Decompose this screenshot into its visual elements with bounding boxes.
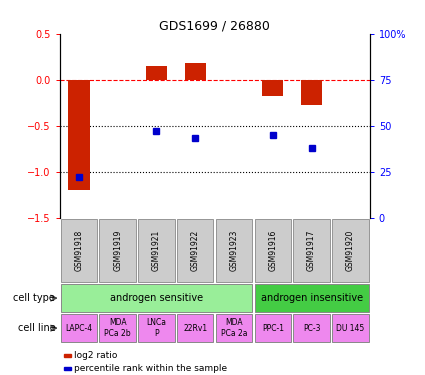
FancyBboxPatch shape: [61, 219, 97, 282]
Text: PPC-1: PPC-1: [262, 324, 284, 333]
FancyBboxPatch shape: [177, 219, 213, 282]
FancyBboxPatch shape: [332, 219, 368, 282]
FancyBboxPatch shape: [99, 219, 136, 282]
Title: GDS1699 / 26880: GDS1699 / 26880: [159, 20, 270, 33]
FancyBboxPatch shape: [61, 314, 97, 342]
Text: PC-3: PC-3: [303, 324, 320, 333]
Text: GSM91917: GSM91917: [307, 230, 316, 271]
Bar: [184, 63, 206, 80]
Text: MDA
PCa 2b: MDA PCa 2b: [105, 318, 131, 338]
FancyBboxPatch shape: [255, 284, 368, 312]
Text: DU 145: DU 145: [336, 324, 365, 333]
Text: cell line: cell line: [17, 323, 55, 333]
FancyBboxPatch shape: [177, 314, 213, 342]
Text: GSM91920: GSM91920: [346, 230, 355, 271]
Text: GSM91918: GSM91918: [74, 230, 83, 271]
Text: LNCa
P: LNCa P: [147, 318, 167, 338]
Bar: [146, 66, 167, 80]
FancyBboxPatch shape: [255, 314, 291, 342]
FancyBboxPatch shape: [99, 314, 136, 342]
Text: GSM91916: GSM91916: [268, 230, 277, 271]
Text: percentile rank within the sample: percentile rank within the sample: [74, 364, 227, 373]
Text: MDA
PCa 2a: MDA PCa 2a: [221, 318, 247, 338]
Text: LAPC-4: LAPC-4: [65, 324, 93, 333]
FancyBboxPatch shape: [138, 219, 175, 282]
FancyBboxPatch shape: [293, 219, 330, 282]
Bar: [301, 80, 322, 105]
Text: cell type: cell type: [13, 293, 55, 303]
FancyBboxPatch shape: [332, 314, 368, 342]
FancyBboxPatch shape: [216, 219, 252, 282]
FancyBboxPatch shape: [138, 314, 175, 342]
FancyBboxPatch shape: [293, 314, 330, 342]
Text: GSM91923: GSM91923: [230, 230, 238, 271]
Text: GSM91922: GSM91922: [191, 230, 200, 271]
Text: GSM91919: GSM91919: [113, 230, 122, 271]
Text: GSM91921: GSM91921: [152, 230, 161, 271]
FancyBboxPatch shape: [61, 284, 252, 312]
Text: 22Rv1: 22Rv1: [183, 324, 207, 333]
FancyBboxPatch shape: [216, 314, 252, 342]
Text: log2 ratio: log2 ratio: [74, 351, 117, 360]
Bar: [68, 80, 90, 190]
Bar: [262, 80, 283, 96]
Text: androgen sensitive: androgen sensitive: [110, 293, 203, 303]
Text: androgen insensitive: androgen insensitive: [261, 293, 363, 303]
FancyBboxPatch shape: [255, 219, 291, 282]
